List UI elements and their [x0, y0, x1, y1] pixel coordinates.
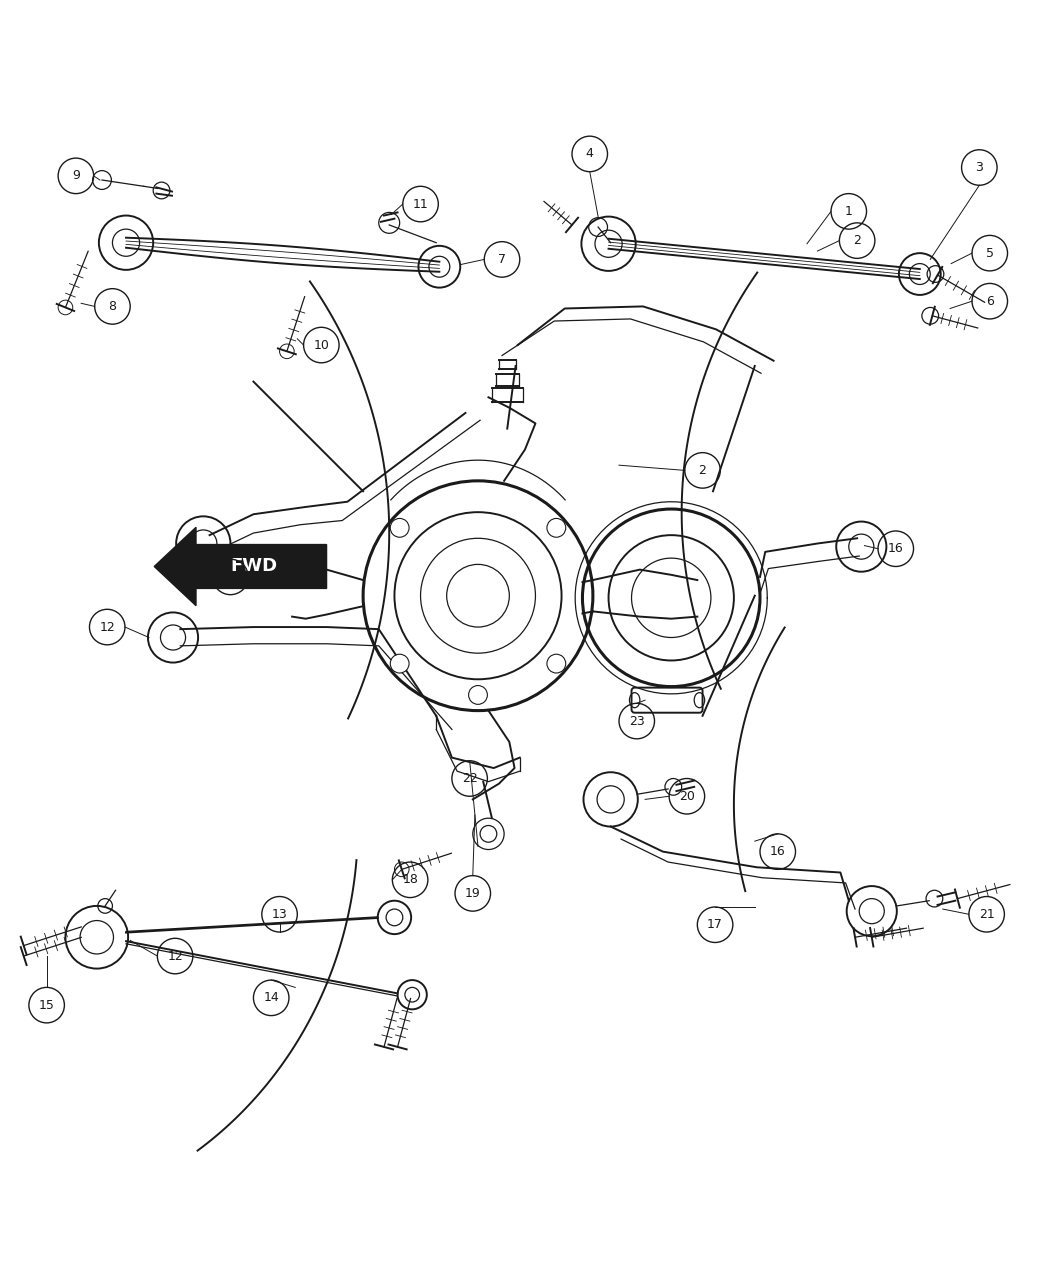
- Text: 7: 7: [227, 570, 234, 584]
- Circle shape: [472, 819, 504, 849]
- Text: 4: 4: [586, 148, 593, 161]
- Text: 5: 5: [986, 246, 993, 260]
- Text: 8: 8: [108, 300, 117, 312]
- Circle shape: [547, 519, 566, 537]
- Circle shape: [391, 654, 410, 673]
- Text: 18: 18: [402, 873, 418, 886]
- Text: 12: 12: [100, 621, 116, 634]
- Text: 12: 12: [167, 950, 183, 963]
- Text: 16: 16: [888, 542, 904, 555]
- Circle shape: [468, 686, 487, 704]
- Text: 20: 20: [679, 789, 695, 803]
- Circle shape: [391, 519, 410, 537]
- Text: 23: 23: [629, 714, 645, 728]
- Text: 2: 2: [854, 235, 861, 247]
- Text: 19: 19: [465, 887, 481, 900]
- Text: 17: 17: [707, 918, 723, 931]
- Text: 13: 13: [272, 908, 288, 921]
- Text: 2: 2: [698, 464, 707, 477]
- Text: 1: 1: [845, 205, 853, 218]
- Text: 10: 10: [313, 339, 330, 352]
- Text: 21: 21: [979, 908, 994, 921]
- Text: 6: 6: [986, 295, 993, 307]
- Circle shape: [547, 654, 566, 673]
- Text: 3: 3: [975, 161, 983, 173]
- Text: 15: 15: [39, 998, 55, 1011]
- Text: 11: 11: [413, 198, 428, 210]
- Text: FWD: FWD: [230, 557, 277, 575]
- Text: 14: 14: [264, 992, 279, 1005]
- Text: 22: 22: [462, 771, 478, 785]
- Text: 9: 9: [72, 170, 80, 182]
- Text: 16: 16: [770, 845, 785, 858]
- FancyArrow shape: [154, 528, 327, 606]
- Text: 7: 7: [498, 252, 506, 266]
